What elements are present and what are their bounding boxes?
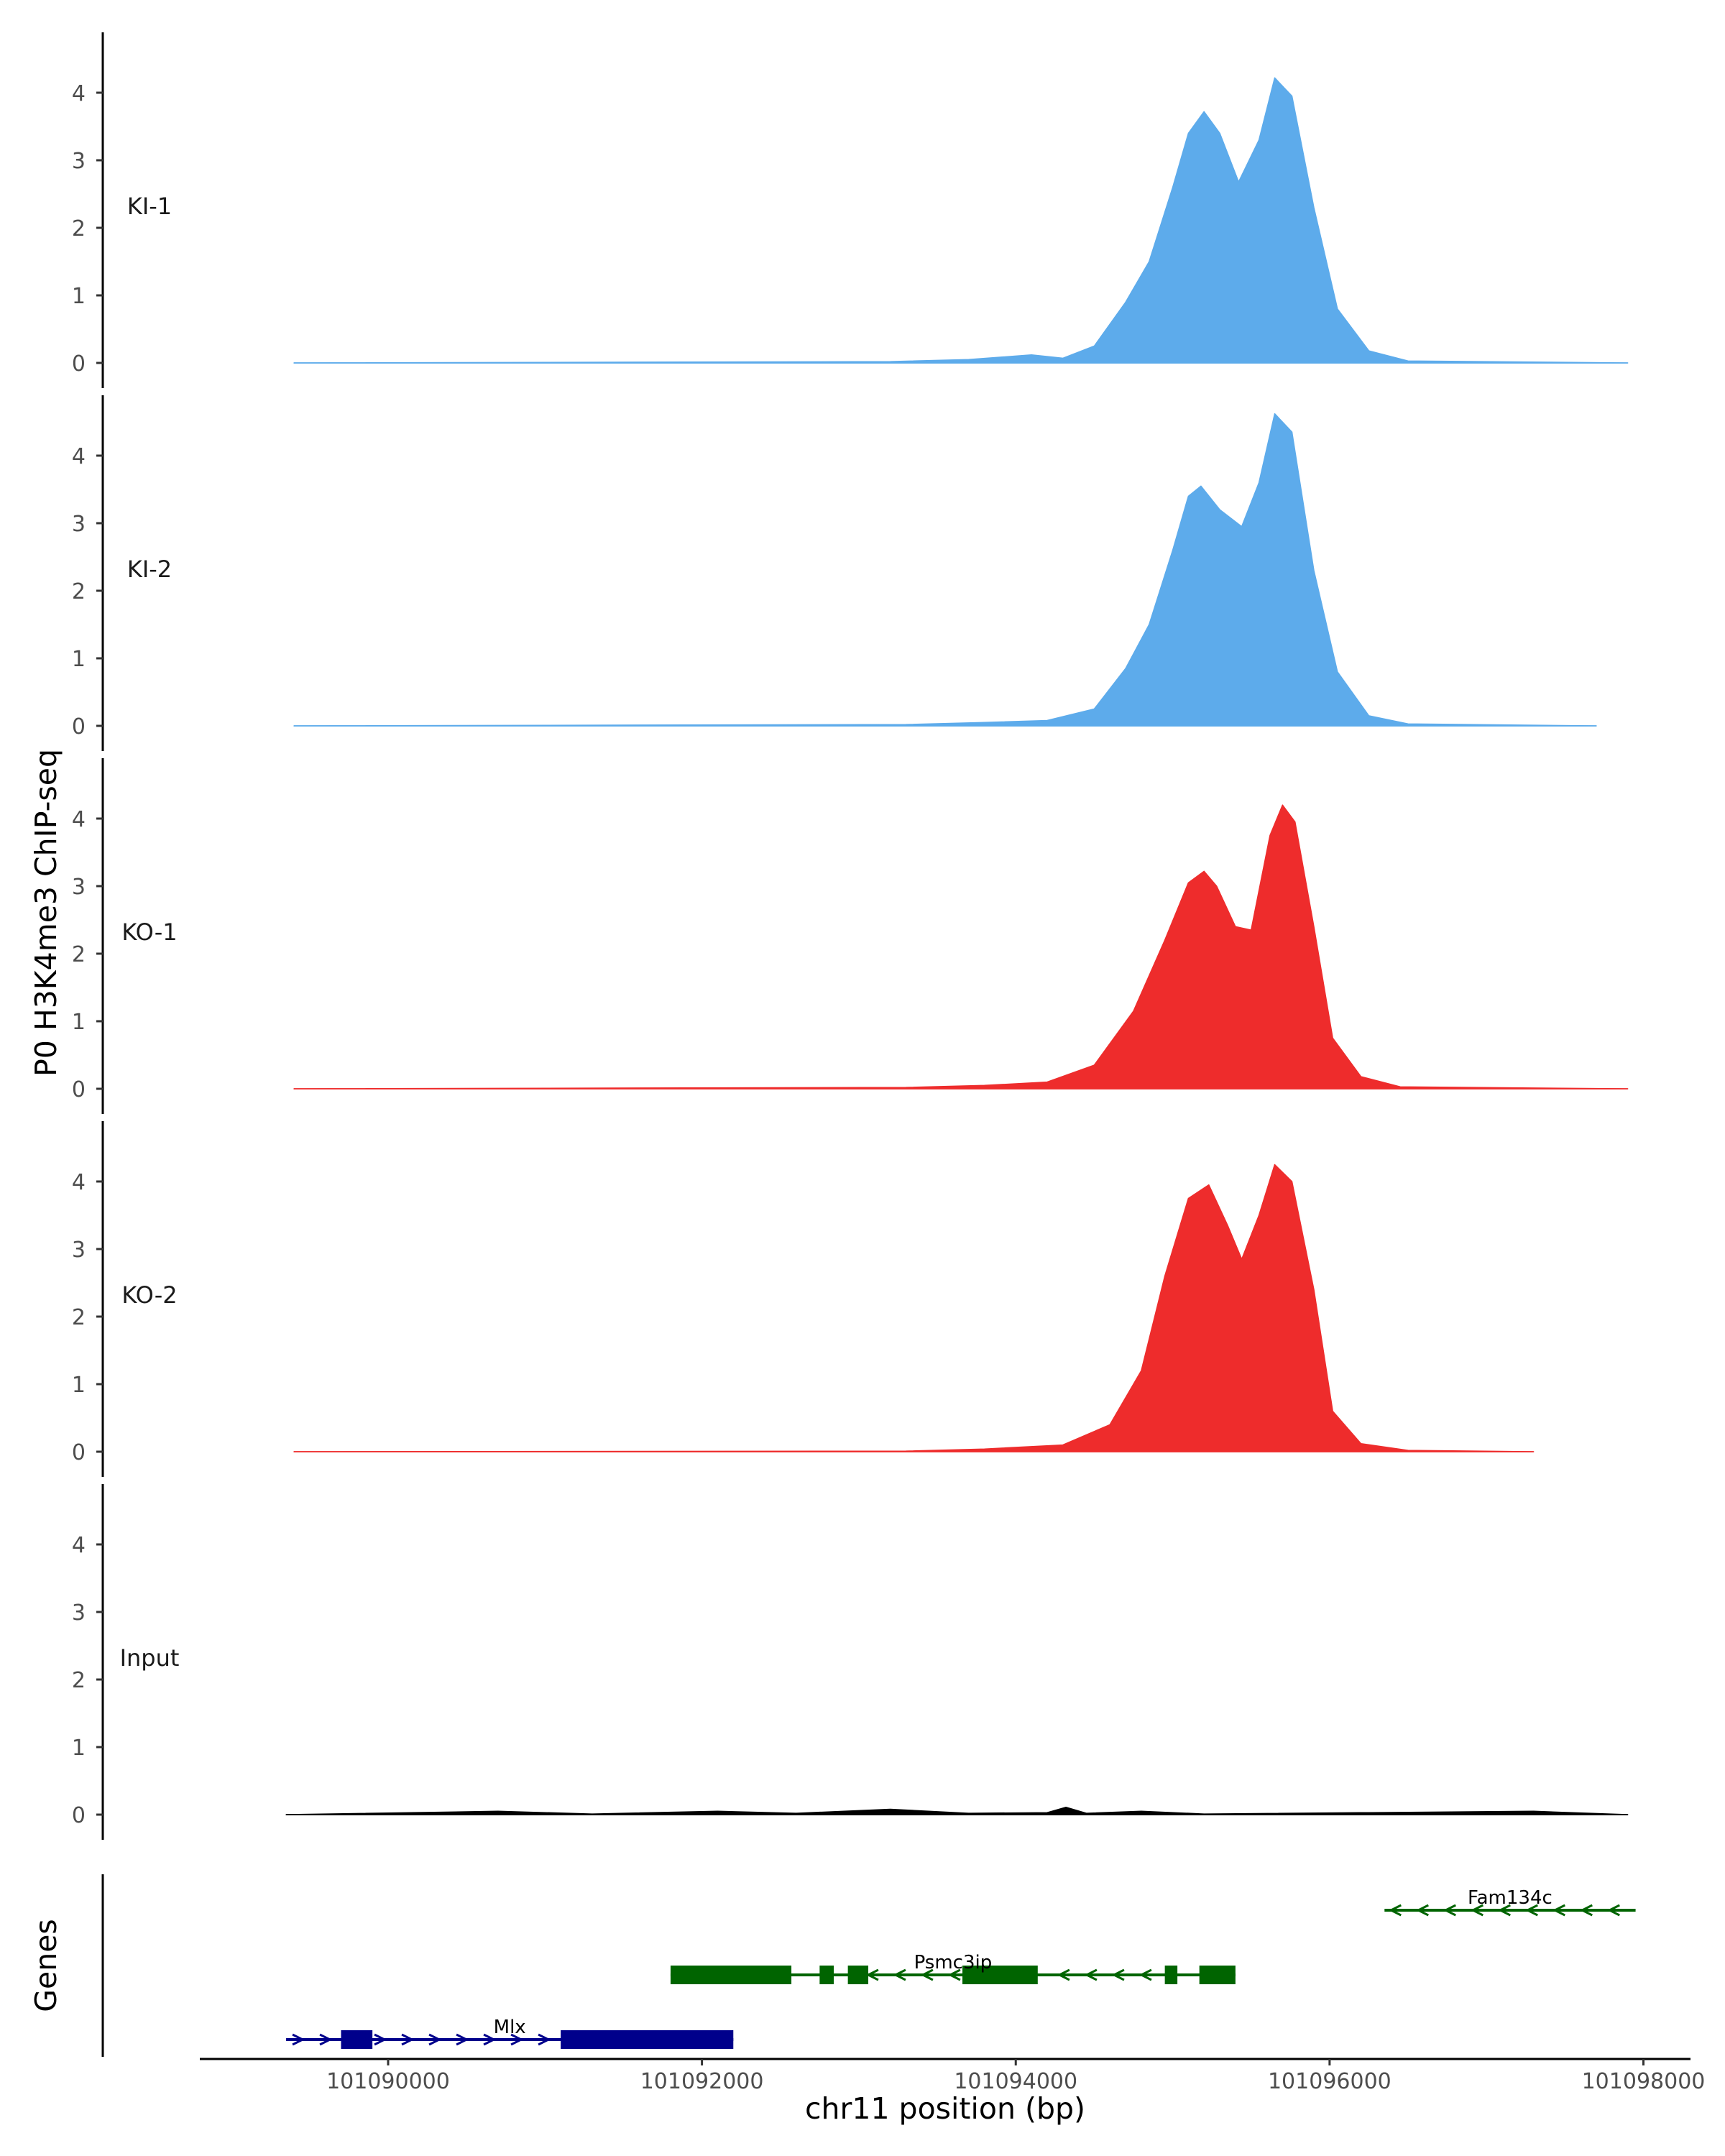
y-tick-label: 3 <box>72 1600 86 1626</box>
y-tick-label: 4 <box>72 444 86 469</box>
chevron-left-icon <box>1388 1904 1402 1917</box>
gene-mlx: Mlx <box>286 2017 734 2049</box>
chevron-left-icon <box>1606 1904 1620 1917</box>
gene-exon <box>819 1966 834 1984</box>
y-tick-label: 3 <box>72 875 86 900</box>
chevron-right-icon <box>456 2033 469 2046</box>
chevron-left-icon <box>1111 1968 1125 1981</box>
signal-area <box>293 77 1629 364</box>
track-ki-2: 0 1 2 3 4 KI-2 <box>72 395 1597 751</box>
gene-exon <box>341 2030 373 2049</box>
chevron-right-icon <box>510 2033 524 2046</box>
gene-name: Psmc3ip <box>914 1952 993 1973</box>
chevron-left-icon <box>920 1968 934 1981</box>
track-label: KI-2 <box>127 556 172 583</box>
y-tick-label: 3 <box>72 512 86 537</box>
chevron-left-icon <box>1552 1904 1565 1917</box>
track-ko-1: 0 1 2 3 4 KO-1 <box>72 758 1629 1114</box>
track-ki-1: 0 1 2 3 4 KI-1 <box>72 32 1629 388</box>
chevron-right-icon <box>538 2033 551 2046</box>
gene-fam134c: Fam134c <box>1384 1887 1636 1917</box>
chevron-left-icon <box>1443 1904 1456 1917</box>
gene-name: Fam134c <box>1468 1887 1552 1909</box>
x-tick-label: 101096000 <box>1268 2069 1392 2094</box>
chevron-left-icon <box>947 1968 961 1981</box>
genes-axis-title: Genes <box>29 1919 63 2012</box>
chevron-left-icon <box>1524 1904 1538 1917</box>
y-tick-label: 2 <box>72 942 86 967</box>
signal-area <box>293 413 1597 727</box>
y-tick-label: 0 <box>72 1803 86 1828</box>
y-tick-label: 2 <box>72 579 86 604</box>
x-tick-label: 101094000 <box>954 2069 1077 2094</box>
chevron-left-icon <box>1057 1968 1070 1981</box>
chevron-left-icon <box>893 1968 906 1981</box>
signal-tracks: 0 1 2 3 4 KI-1 0 1 2 3 4 KI-2 0 1 2 3 4 KO-1 0 1 2 3 4 KO-2 0 1 2 3… <box>72 32 1629 1840</box>
gene-exon <box>962 1966 1038 1984</box>
chevron-left-icon <box>1579 1904 1593 1917</box>
y-tick-label: 3 <box>72 149 86 174</box>
y-tick-label: 1 <box>72 1010 86 1035</box>
chevron-left-icon <box>1415 1904 1429 1917</box>
y-tick-label: 1 <box>72 1373 86 1398</box>
y-tick-label: 2 <box>72 216 86 241</box>
track-label: KO-2 <box>121 1281 177 1309</box>
signal-area <box>293 804 1629 1089</box>
y-tick-label: 2 <box>72 1305 86 1330</box>
y-tick-label: 4 <box>72 807 86 832</box>
chevron-left-icon <box>1084 1968 1098 1981</box>
y-tick-label: 0 <box>72 1440 86 1465</box>
x-axis-title: chr11 position (bp) <box>805 2091 1085 2126</box>
gene-name: Mlx <box>494 2017 526 2038</box>
signal-area <box>285 1806 1629 1815</box>
y-tick-label: 2 <box>72 1668 86 1693</box>
chevron-left-icon <box>1138 1968 1152 1981</box>
y-tick-label: 0 <box>72 714 86 740</box>
y-tick-label: 4 <box>72 1533 86 1558</box>
track-label: KO-1 <box>121 918 177 946</box>
y-tick-label: 1 <box>72 1736 86 1761</box>
x-tick-label: 101092000 <box>640 2069 764 2094</box>
chevron-right-icon <box>292 2033 305 2046</box>
y-tick-label: 3 <box>72 1238 86 1263</box>
chevron-left-icon <box>1497 1904 1511 1917</box>
chevron-right-icon <box>401 2033 415 2046</box>
gene-exon <box>847 1966 869 1984</box>
x-tick-label: 101090000 <box>326 2069 450 2094</box>
chevron-right-icon <box>374 2033 387 2046</box>
y-tick-label: 1 <box>72 284 86 309</box>
track-input: 0 1 2 3 4 Input <box>72 1484 1629 1840</box>
x-tick-label: 101098000 <box>1582 2069 1706 2094</box>
gene-psmc3ip: Psmc3ip <box>670 1952 1236 1984</box>
y-tick-label: 4 <box>72 1170 86 1195</box>
chevron-right-icon <box>428 2033 442 2046</box>
signal-area <box>293 1164 1535 1452</box>
track-label: KI-1 <box>127 193 172 220</box>
y-tick-label: 0 <box>72 351 86 377</box>
x-axis: 101090000 101092000 101094000 101096000 1010… <box>200 2058 1706 2094</box>
chevron-right-icon <box>319 2033 333 2046</box>
chevron-left-icon <box>1470 1904 1484 1917</box>
gene-exon <box>1164 1966 1178 1984</box>
y-tick-label: 0 <box>72 1077 86 1102</box>
track-label: Input <box>120 1644 180 1672</box>
y-tick-label: 1 <box>72 647 86 672</box>
gene-exon <box>561 2030 734 2049</box>
gene-exon <box>670 1966 792 1984</box>
track-ko-2: 0 1 2 3 4 KO-2 <box>72 1121 1535 1477</box>
gene-exon <box>1199 1966 1236 1984</box>
gene-track: Fam134c Psmc3ip Mlx <box>101 1874 1636 2057</box>
chevron-right-icon <box>483 2033 497 2046</box>
y-tick-label: 4 <box>72 81 86 106</box>
y-axis-title: P0 H3K4me3 ChIP-seq <box>29 749 63 1077</box>
